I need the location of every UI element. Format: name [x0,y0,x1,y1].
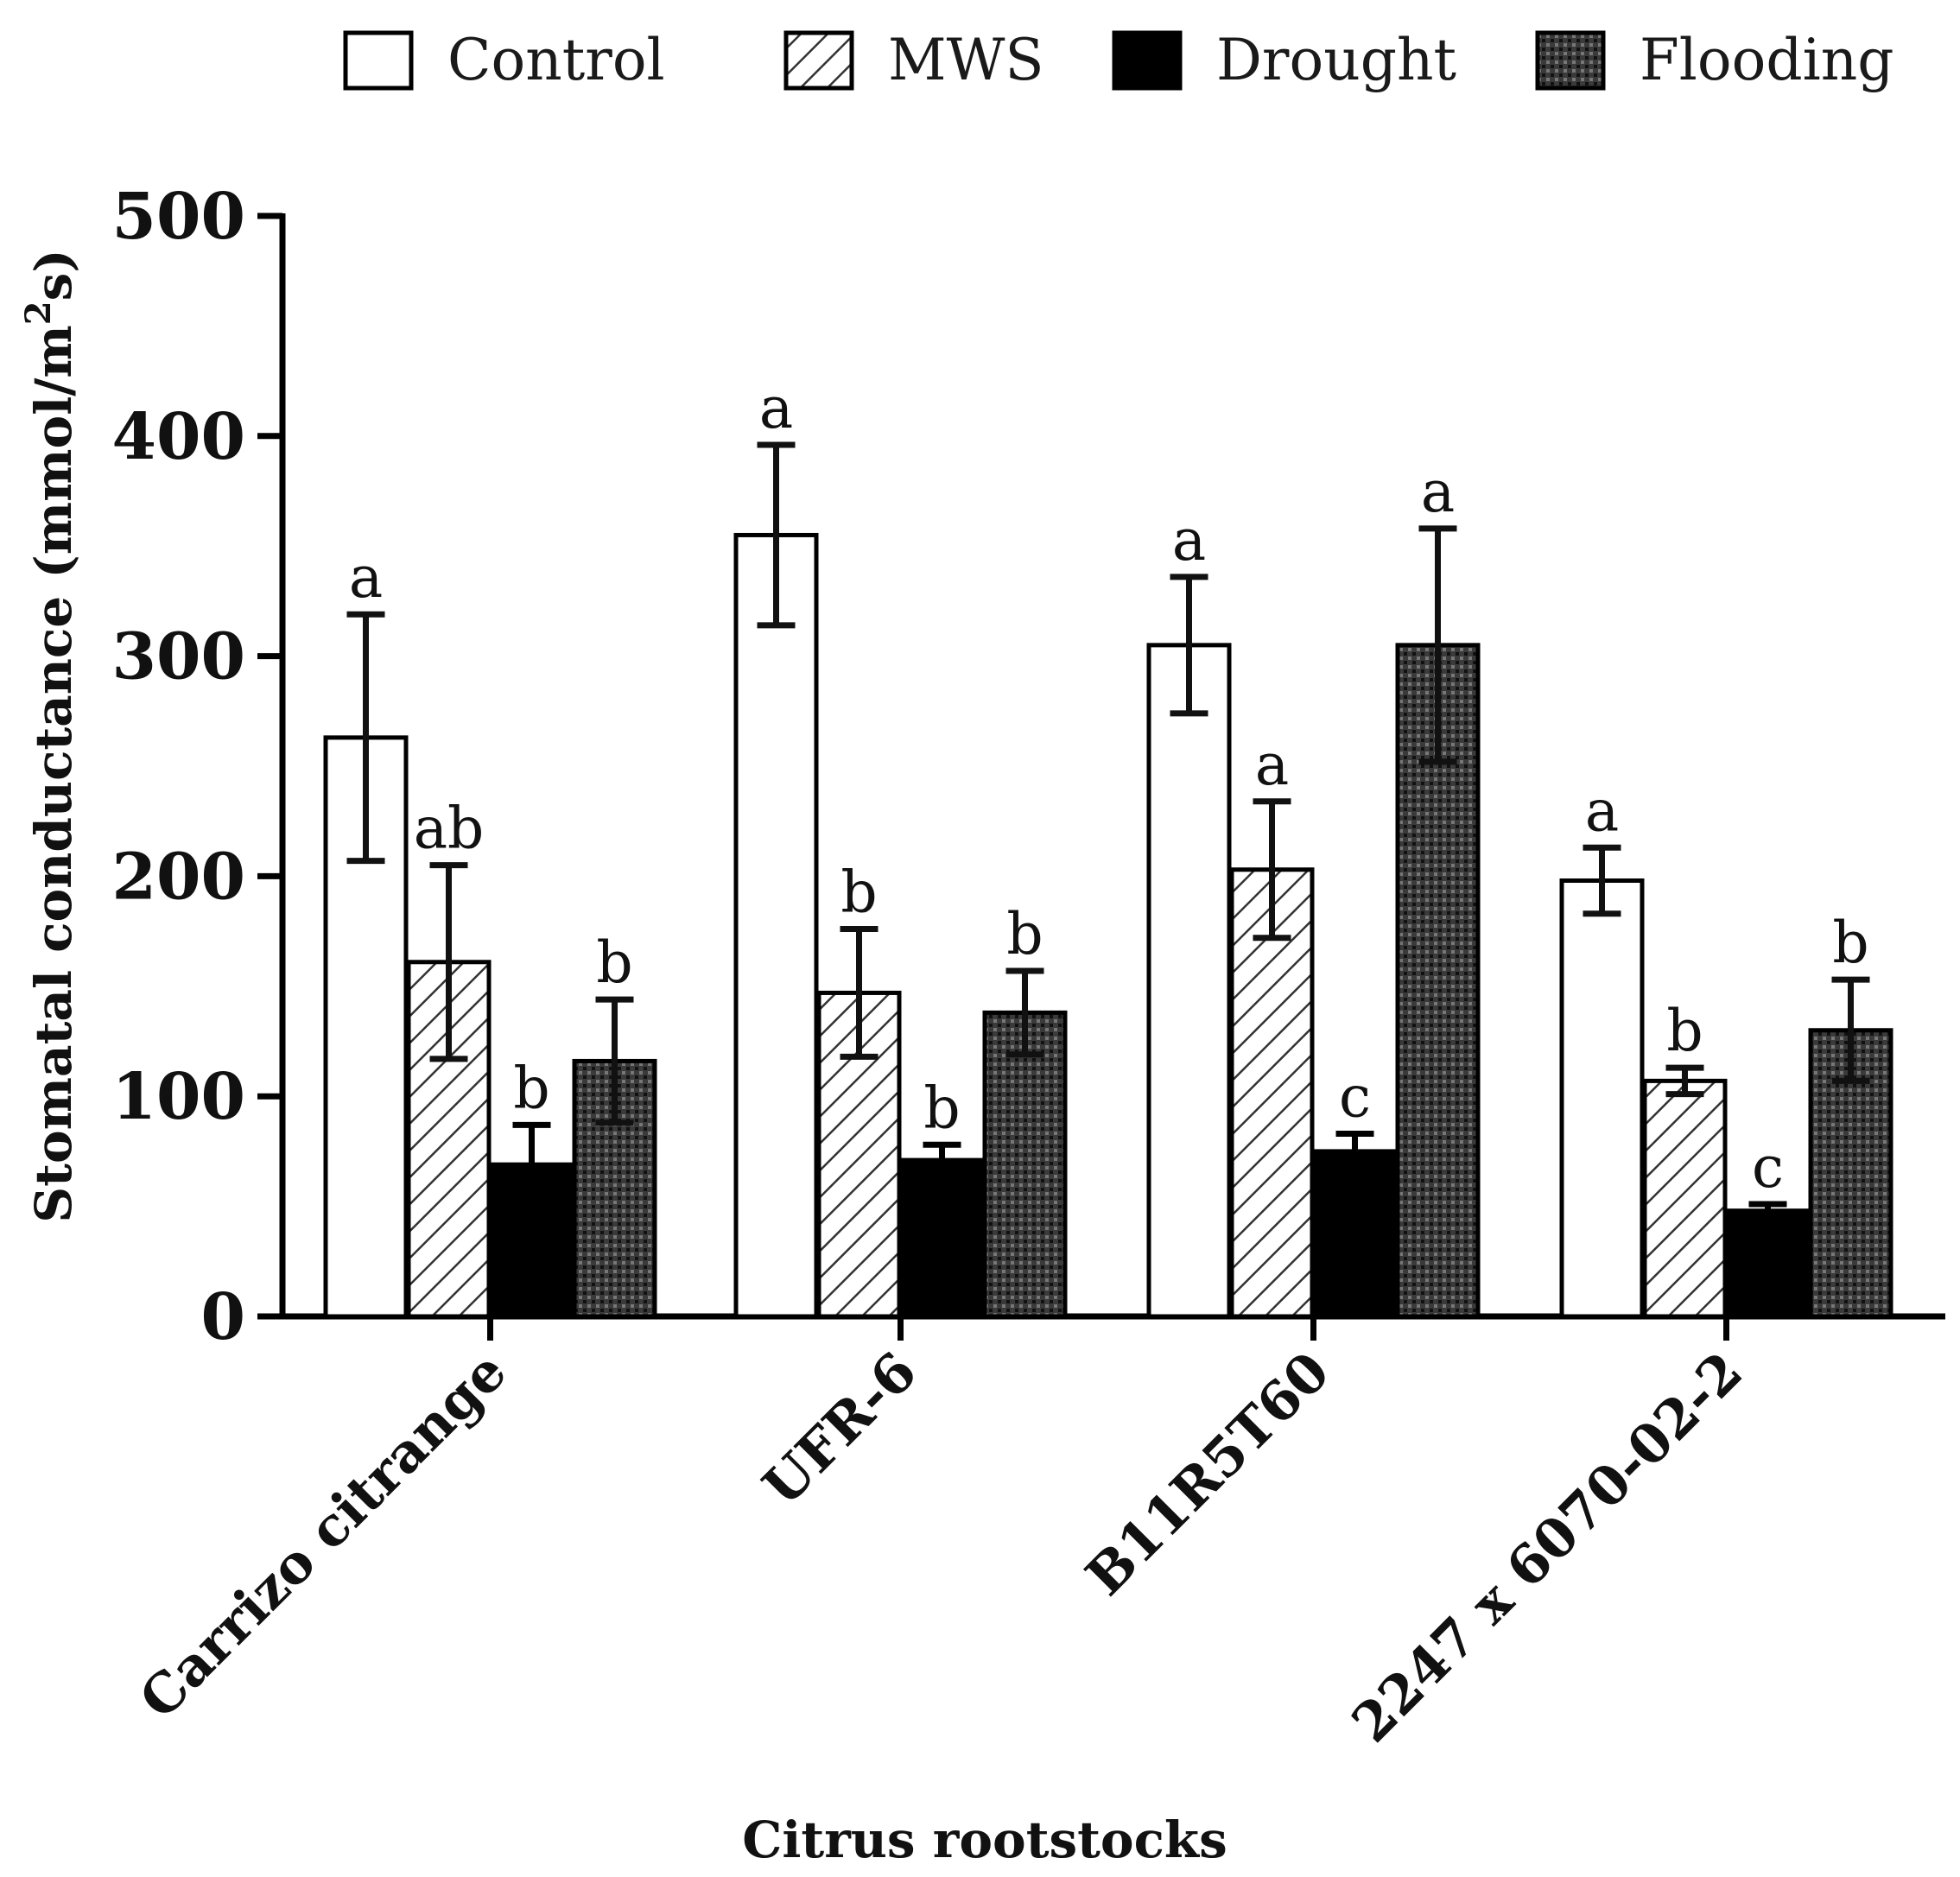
significance-letter: c [1752,1134,1784,1201]
bar-control-1 [733,532,819,1319]
significance-letter: a [1421,459,1455,525]
y-tick-label: 200 [112,840,245,914]
y-tick-label: 100 [112,1060,245,1134]
significance-letter: b [840,859,877,926]
legend-swatch-flooding [1535,30,1606,91]
y-axis-title-superscript: 2 [18,301,59,325]
significance-letter: a [1585,777,1619,844]
error-bars [346,441,1870,1221]
legend-label-control: Control [447,27,665,93]
significance-letter: b [596,929,632,996]
legend-swatch-control [343,30,414,91]
x-axis-title: Citrus rootstocks [742,1810,1227,1869]
bar-drought-1 [899,1157,985,1319]
category-label: Carrizo citrange [127,1340,518,1731]
category-label: B11R5T60 [1074,1340,1342,1607]
legend: Control MWS Drought Flooding [343,27,1894,93]
significance-letter: a [349,544,383,611]
y-axis-title-end: s) [24,249,83,301]
y-ticks: 0 100 200 300 400 500 [112,180,282,1354]
significance-letter: b [1006,901,1043,967]
bar-control-2 [1146,643,1232,1319]
significance-letter: b [1832,910,1868,976]
y-axis-title: Stomatal conductance (mmol/m2s) [18,249,83,1222]
legend-label-flooding: Flooding [1640,27,1894,93]
y-tick-label: 0 [201,1280,246,1354]
bar-drought-2 [1312,1149,1398,1319]
significance-letter: a [759,375,793,441]
significance-letter: b [513,1055,549,1121]
bars [323,532,1893,1319]
y-axis-title-main: Stomatal conductance (mmol/m [24,325,83,1223]
significance-letter: b [1666,998,1703,1064]
bar-drought-3 [1725,1208,1811,1319]
bar-control-3 [1559,878,1645,1319]
y-tick-label: 500 [112,180,245,254]
y-tick-label: 300 [112,620,245,694]
bar-mws-3 [1642,1078,1728,1319]
legend-label-mws: MWS [888,27,1044,93]
significance-letter: ab [414,796,485,862]
significance-letter: c [1339,1064,1371,1131]
legend-swatch-mws [783,30,854,91]
bar-flooding-1 [982,1010,1068,1319]
significance-letter: b [923,1075,960,1141]
category-label: UFR-6 [751,1340,929,1518]
significance-letter: a [1172,507,1206,574]
category-label: 2247 x 6070-02-2 [1340,1340,1754,1754]
legend-swatch-drought [1112,30,1183,91]
legend-label-drought: Drought [1216,27,1456,93]
y-tick-label: 400 [112,400,245,474]
significance-letter: a [1255,732,1289,798]
